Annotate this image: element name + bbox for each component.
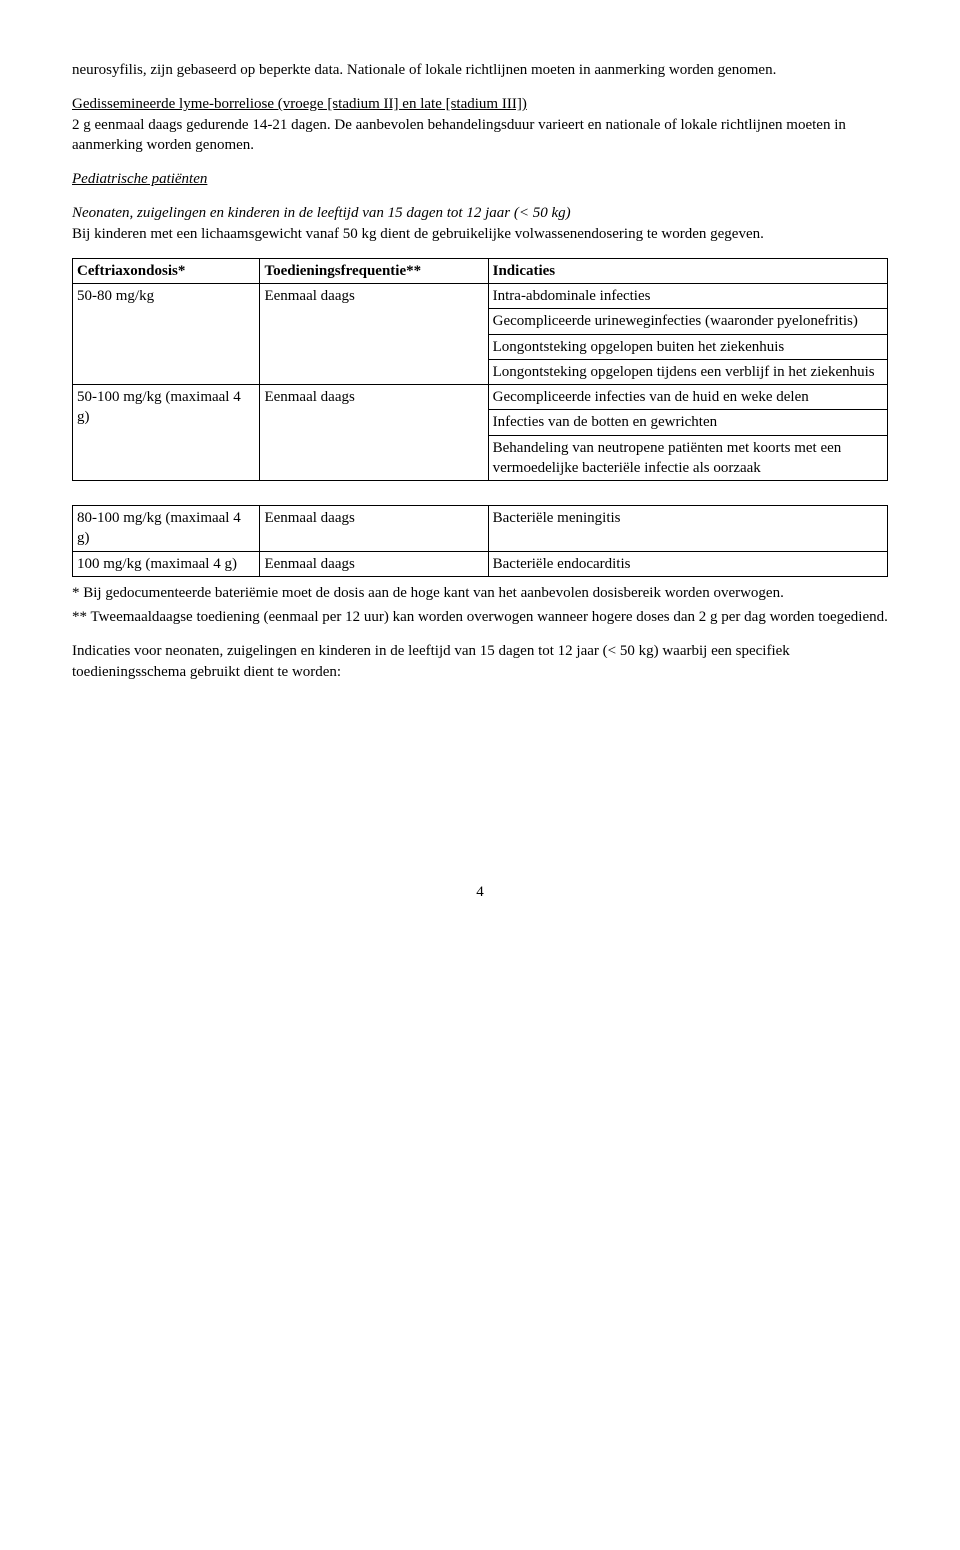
cell-indication: Gecompliceerde urineweginfecties (waaron… xyxy=(488,309,887,334)
cell-frequency: Eenmaal daags xyxy=(260,551,488,576)
cell-indication: Behandeling van neutropene patiënten met… xyxy=(488,435,887,481)
cell-indication: Longontsteking opgelopen buiten het ziek… xyxy=(488,334,887,359)
cell-dose: 50-80 mg/kg xyxy=(73,284,260,385)
cell-indication: Longontsteking opgelopen tijdens een ver… xyxy=(488,359,887,384)
paragraph-intro: neurosyfilis, zijn gebaseerd op beperkte… xyxy=(72,60,888,80)
cell-frequency: Eenmaal daags xyxy=(260,284,488,385)
cell-frequency: Eenmaal daags xyxy=(260,385,488,481)
table-row: 50-100 mg/kg (maximaal 4 g) Eenmaal daag… xyxy=(73,385,888,410)
paragraph-neonates: Neonaten, zuigelingen en kinderen in de … xyxy=(72,203,888,244)
cell-indication: Bacteriële endocarditis xyxy=(488,551,887,576)
cell-dose: 50-100 mg/kg (maximaal 4 g) xyxy=(73,385,260,481)
dosing-table-2: 80-100 mg/kg (maximaal 4 g) Eenmaal daag… xyxy=(72,505,888,577)
cell-dose: 80-100 mg/kg (maximaal 4 g) xyxy=(73,506,260,552)
lyme-body: 2 g eenmaal daags gedurende 14-21 dagen.… xyxy=(72,117,846,153)
page-number: 4 xyxy=(72,882,888,902)
cell-dose: 100 mg/kg (maximaal 4 g) xyxy=(73,551,260,576)
paragraph-lyme: Gedissemineerde lyme-borreliose (vroege … xyxy=(72,94,888,155)
th-dose: Ceftriaxondosis* xyxy=(73,258,260,283)
table-header-row: Ceftriaxondosis* Toedieningsfrequentie**… xyxy=(73,258,888,283)
cell-indication: Infecties van de botten en gewrichten xyxy=(488,410,887,435)
cell-indication: Bacteriële meningitis xyxy=(488,506,887,552)
section-heading-pediatric: Pediatrische patiënten xyxy=(72,169,888,189)
dosing-table-1: Ceftriaxondosis* Toedieningsfrequentie**… xyxy=(72,258,888,481)
footnote-1: * Bij gedocumenteerde bateriëmie moet de… xyxy=(72,583,888,603)
cell-frequency: Eenmaal daags xyxy=(260,506,488,552)
th-frequency: Toedieningsfrequentie** xyxy=(260,258,488,283)
th-indications: Indicaties xyxy=(488,258,887,283)
neonates-body: Bij kinderen met een lichaamsgewicht van… xyxy=(72,226,764,242)
cell-indication: Gecompliceerde infecties van de huid en … xyxy=(488,385,887,410)
neonates-lead: Neonaten, zuigelingen en kinderen in de … xyxy=(72,205,571,221)
footnote-2: ** Tweemaaldaagse toediening (eenmaal pe… xyxy=(72,607,888,627)
table-row: 100 mg/kg (maximaal 4 g) Eenmaal daags B… xyxy=(73,551,888,576)
lyme-lead: Gedissemineerde lyme-borreliose (vroege … xyxy=(72,96,527,112)
cell-indication: Intra-abdominale infecties xyxy=(488,284,887,309)
table-row: 50-80 mg/kg Eenmaal daags Intra-abdomina… xyxy=(73,284,888,309)
paragraph-indications: Indicaties voor neonaten, zuigelingen en… xyxy=(72,641,888,682)
table-row: 80-100 mg/kg (maximaal 4 g) Eenmaal daag… xyxy=(73,506,888,552)
